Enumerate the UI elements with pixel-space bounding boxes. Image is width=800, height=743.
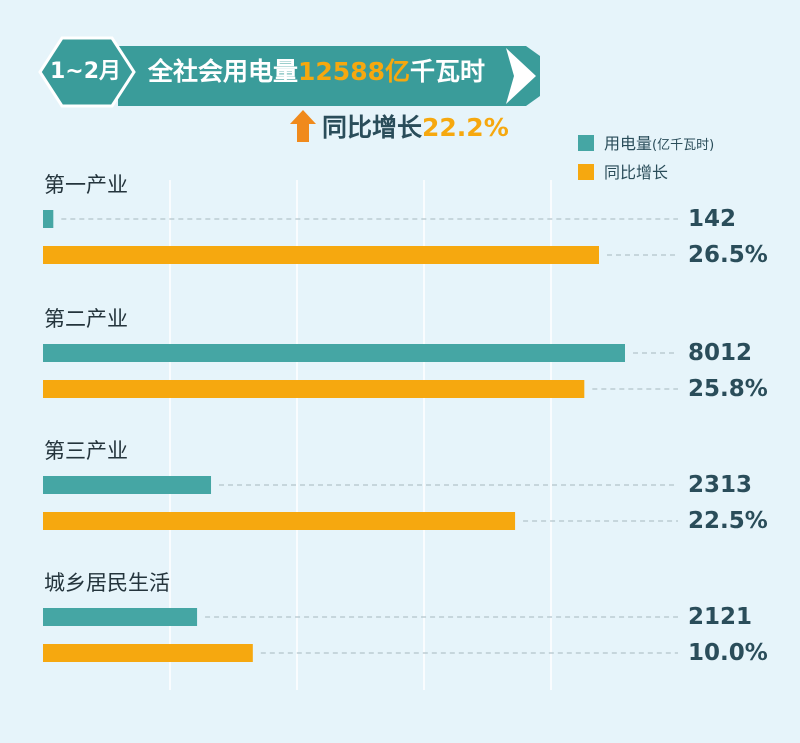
growth-bar [43, 512, 516, 530]
growth-value-label: 10.0% [688, 640, 768, 666]
growth-value-label: 26.5% [688, 242, 768, 268]
leader-lines [61, 218, 678, 654]
title-prefix: 全社会用电量 [148, 57, 299, 86]
usage-value-label: 142 [688, 206, 737, 232]
usage-bar [43, 210, 54, 228]
category-label: 第一产业 [44, 173, 128, 197]
usage-value-label: 8012 [688, 340, 753, 366]
growth-bar [43, 644, 253, 662]
legend-growth: 同比增长 [578, 163, 668, 183]
usage-bar [43, 608, 198, 626]
total-growth-value: 22.2% [422, 113, 509, 142]
total-growth: 同比增长22.2% [322, 112, 509, 144]
usage-value-label: 2121 [688, 604, 753, 630]
title-value: 12588亿 [298, 57, 410, 86]
category-label: 城乡居民生活 [44, 571, 170, 595]
legend-usage-swatch [578, 135, 594, 151]
growth-bar [43, 380, 585, 398]
banner-ribbon [118, 46, 540, 106]
usage-value-label: 2313 [688, 472, 753, 498]
title-banner [38, 36, 540, 108]
usage-bar [43, 344, 625, 362]
period-label: 1~2月 [50, 59, 122, 84]
legend-usage: 用电量(亿千瓦时) [578, 134, 714, 156]
usage-bar [43, 476, 212, 494]
grid-lines [169, 180, 552, 690]
growth-value-label: 22.5% [688, 508, 768, 534]
title-unit: 千瓦时 [410, 57, 486, 86]
legend-usage-unit: (亿千瓦时) [652, 138, 715, 153]
period-badge [38, 36, 136, 108]
growth-value-label: 25.8% [688, 376, 768, 402]
growth-bar [43, 246, 599, 264]
category-label: 第二产业 [44, 307, 128, 331]
legend-growth-label: 同比增长 [604, 163, 669, 182]
total-growth-label: 同比增长 [322, 113, 423, 142]
chart-title: 全社会用电量12588亿千瓦时 [148, 54, 485, 90]
banner-arrow-tip [506, 48, 536, 104]
up-arrow-icon [290, 110, 316, 142]
legend-growth-swatch [578, 164, 594, 180]
category-label: 第三产业 [44, 439, 128, 463]
bars [43, 210, 625, 662]
legend-usage-label: 用电量 [604, 134, 653, 153]
